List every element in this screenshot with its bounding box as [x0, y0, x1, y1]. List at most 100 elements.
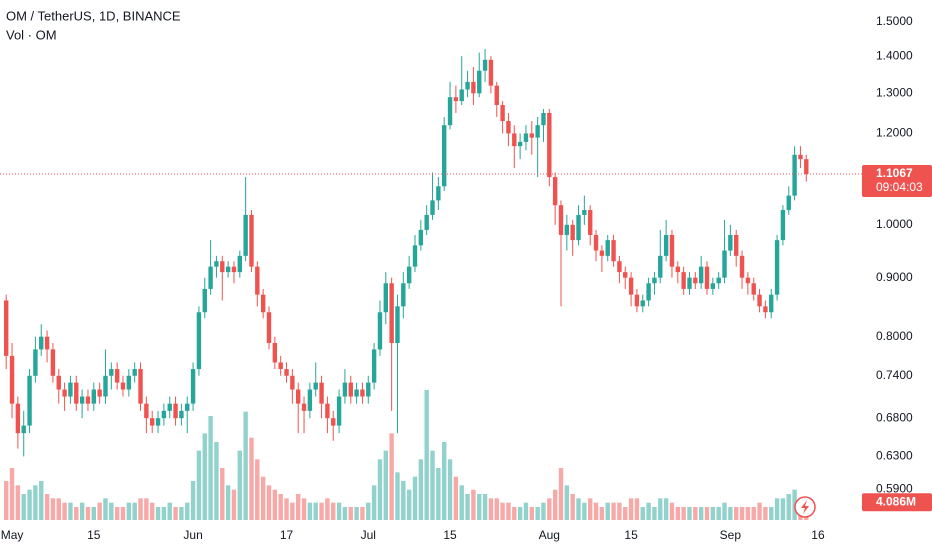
candle-body [360, 389, 365, 397]
volume-bar [763, 507, 768, 520]
volume-bar [44, 494, 50, 520]
candle-body [804, 159, 809, 175]
volume-bar [336, 502, 342, 520]
candle-body [354, 389, 359, 397]
volume-bar [56, 498, 61, 520]
volume-bar [652, 507, 657, 520]
volume-bar [377, 459, 383, 520]
volume-bar [103, 498, 108, 520]
candle-body [564, 224, 570, 235]
y-tick-label: 0.5900 [876, 482, 913, 496]
candle-body [652, 277, 657, 284]
volume-bar [517, 507, 523, 520]
volume-bar [301, 498, 307, 520]
candle-body [704, 266, 710, 289]
y-tick-label: 1.0000 [876, 217, 913, 231]
volume-bar [360, 507, 365, 520]
volume-bar [68, 502, 73, 520]
y-tick-label: 0.8000 [876, 329, 913, 343]
candle-body [79, 396, 85, 404]
volume-bar [243, 411, 248, 520]
volume-bar [126, 502, 132, 520]
volume-bar [500, 502, 505, 520]
candle-body [593, 234, 599, 251]
candle-body [103, 375, 108, 397]
candle-body [406, 266, 412, 284]
candle-body [401, 283, 406, 307]
candle-body [786, 195, 791, 211]
candle-body [331, 418, 336, 426]
volume-bar [623, 507, 628, 520]
volume-bar [15, 485, 21, 520]
candle-body [389, 283, 394, 344]
y-tick-label: 0.7400 [876, 368, 913, 382]
volume-bar [430, 450, 435, 520]
y-tick-label: 0.9000 [876, 270, 913, 284]
candle-body [617, 261, 622, 273]
volume-bar [249, 437, 254, 520]
volume-bar [465, 494, 470, 520]
candle-body [541, 112, 546, 126]
candle-body [605, 240, 610, 256]
volume-bar [675, 507, 680, 520]
volume-bar [716, 507, 721, 520]
volume-bar [33, 485, 38, 520]
candle-body [558, 205, 564, 235]
x-tick-label: Jun [183, 528, 202, 542]
volume-bar [658, 498, 663, 520]
volume-bar [541, 502, 546, 520]
volume-bar [290, 502, 295, 520]
candle-body [477, 70, 482, 94]
volume-bar [202, 433, 207, 520]
lightning-icon[interactable] [794, 496, 816, 518]
volume-bar [453, 476, 459, 520]
candle-body [74, 382, 79, 404]
candle-body [255, 266, 260, 295]
volume-bar [494, 498, 499, 520]
candle-body [97, 389, 102, 397]
x-tick-label: May [1, 528, 24, 542]
candle-body [27, 375, 32, 426]
candle-body [50, 349, 56, 376]
overlay-layer: 0.5900 0.6300 0.6800 0.7400 0.8000 0.9000 1.00… [0, 14, 932, 542]
volume-bar [710, 507, 716, 520]
volume-bar [774, 498, 780, 520]
x-tick-label: Sep [720, 528, 742, 542]
volume-bar [97, 502, 102, 520]
candle-body [4, 300, 9, 356]
x-tick-label: 17 [280, 528, 294, 542]
volume-bar [190, 481, 196, 520]
candle-body [488, 59, 494, 86]
volume-label-box [862, 493, 932, 512]
volume-bar [296, 494, 301, 520]
volume-bar [366, 502, 371, 520]
volume-bar [331, 502, 336, 520]
candle-layer [4, 49, 809, 457]
candle-body [628, 277, 634, 295]
candle-body [611, 240, 616, 262]
x-tick-label: Jul [361, 528, 376, 542]
volume-bar [506, 502, 511, 520]
chart-title: OM / TetherUS, 1D, BINANCE [6, 8, 181, 23]
candle-body [243, 214, 248, 256]
volume-bar [325, 498, 330, 520]
y-tick-label: 1.2000 [876, 126, 913, 140]
candle-body [663, 234, 669, 256]
candle-body [494, 85, 499, 106]
candle-body [745, 277, 751, 284]
volume-bar [85, 507, 91, 520]
candle-body [798, 154, 803, 160]
candle-body [336, 396, 342, 426]
volume-bar [698, 507, 704, 520]
volume-bar [39, 481, 44, 520]
candle-body [734, 234, 739, 256]
volume-bar [471, 489, 476, 520]
volume-bar [739, 507, 745, 520]
volume-bar [278, 494, 283, 520]
volume-bar [167, 502, 172, 520]
candle-body [453, 97, 459, 102]
candle-body [144, 403, 149, 419]
candle-body [588, 210, 593, 235]
candle-body [512, 133, 517, 147]
candle-body [126, 375, 132, 390]
